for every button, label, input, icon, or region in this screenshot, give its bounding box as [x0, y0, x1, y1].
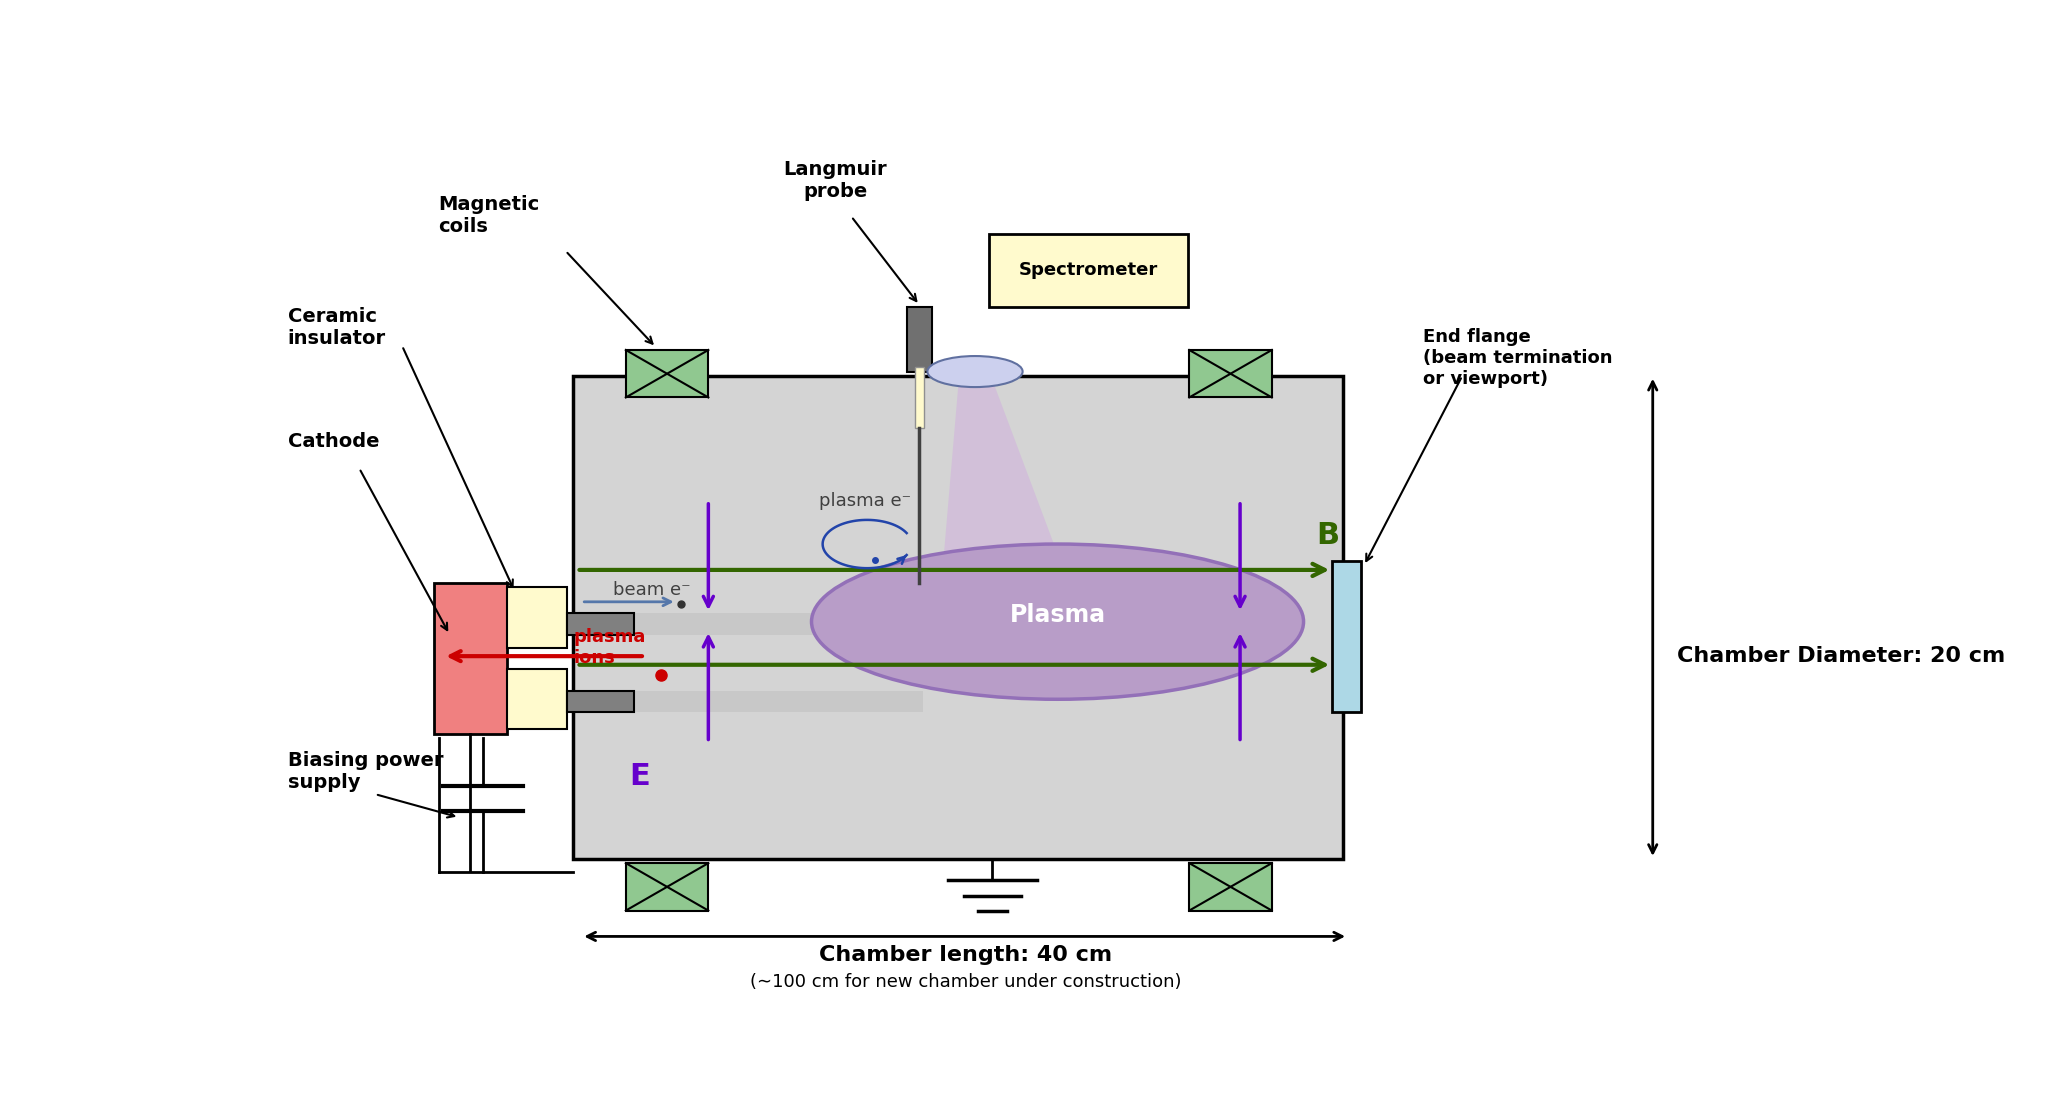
Text: Langmuir
probe: Langmuir probe — [784, 160, 887, 202]
Text: Chamber Diameter: 20 cm: Chamber Diameter: 20 cm — [1677, 646, 2005, 666]
Text: Ceramic
insulator: Ceramic insulator — [287, 307, 385, 348]
Bar — [989, 234, 1188, 307]
Bar — [627, 864, 709, 911]
Text: End flange
(beam termination
or viewport): End flange (beam termination or viewport… — [1423, 328, 1612, 388]
Bar — [1190, 349, 1272, 398]
Bar — [506, 669, 567, 729]
Text: plasma
ions: plasma ions — [573, 628, 645, 666]
Text: E: E — [629, 763, 649, 792]
Text: Plasma: Plasma — [1010, 603, 1106, 627]
Text: Biasing power
supply: Biasing power supply — [287, 752, 442, 792]
Text: Chamber length: 40 cm: Chamber length: 40 cm — [819, 945, 1112, 965]
Bar — [573, 376, 1343, 859]
Bar — [506, 587, 567, 647]
Text: plasma e⁻: plasma e⁻ — [819, 492, 911, 510]
Bar — [567, 613, 633, 635]
Text: B: B — [1317, 521, 1339, 550]
Polygon shape — [938, 376, 1081, 617]
Bar — [1331, 561, 1360, 712]
Bar — [1190, 864, 1272, 911]
Ellipse shape — [811, 544, 1305, 699]
Bar — [434, 582, 506, 734]
Text: beam e⁻: beam e⁻ — [612, 581, 690, 599]
Text: Cathode: Cathode — [287, 432, 379, 451]
Bar — [573, 613, 924, 635]
Bar — [627, 349, 709, 398]
Text: Magnetic
coils: Magnetic coils — [438, 195, 541, 236]
Bar — [907, 307, 932, 372]
Bar — [567, 691, 633, 712]
Text: Spectrometer: Spectrometer — [1018, 261, 1157, 279]
Bar — [915, 367, 924, 428]
Bar — [573, 691, 924, 712]
Text: (∼100 cm for new chamber under construction): (∼100 cm for new chamber under construct… — [750, 972, 1182, 991]
Ellipse shape — [928, 356, 1022, 388]
